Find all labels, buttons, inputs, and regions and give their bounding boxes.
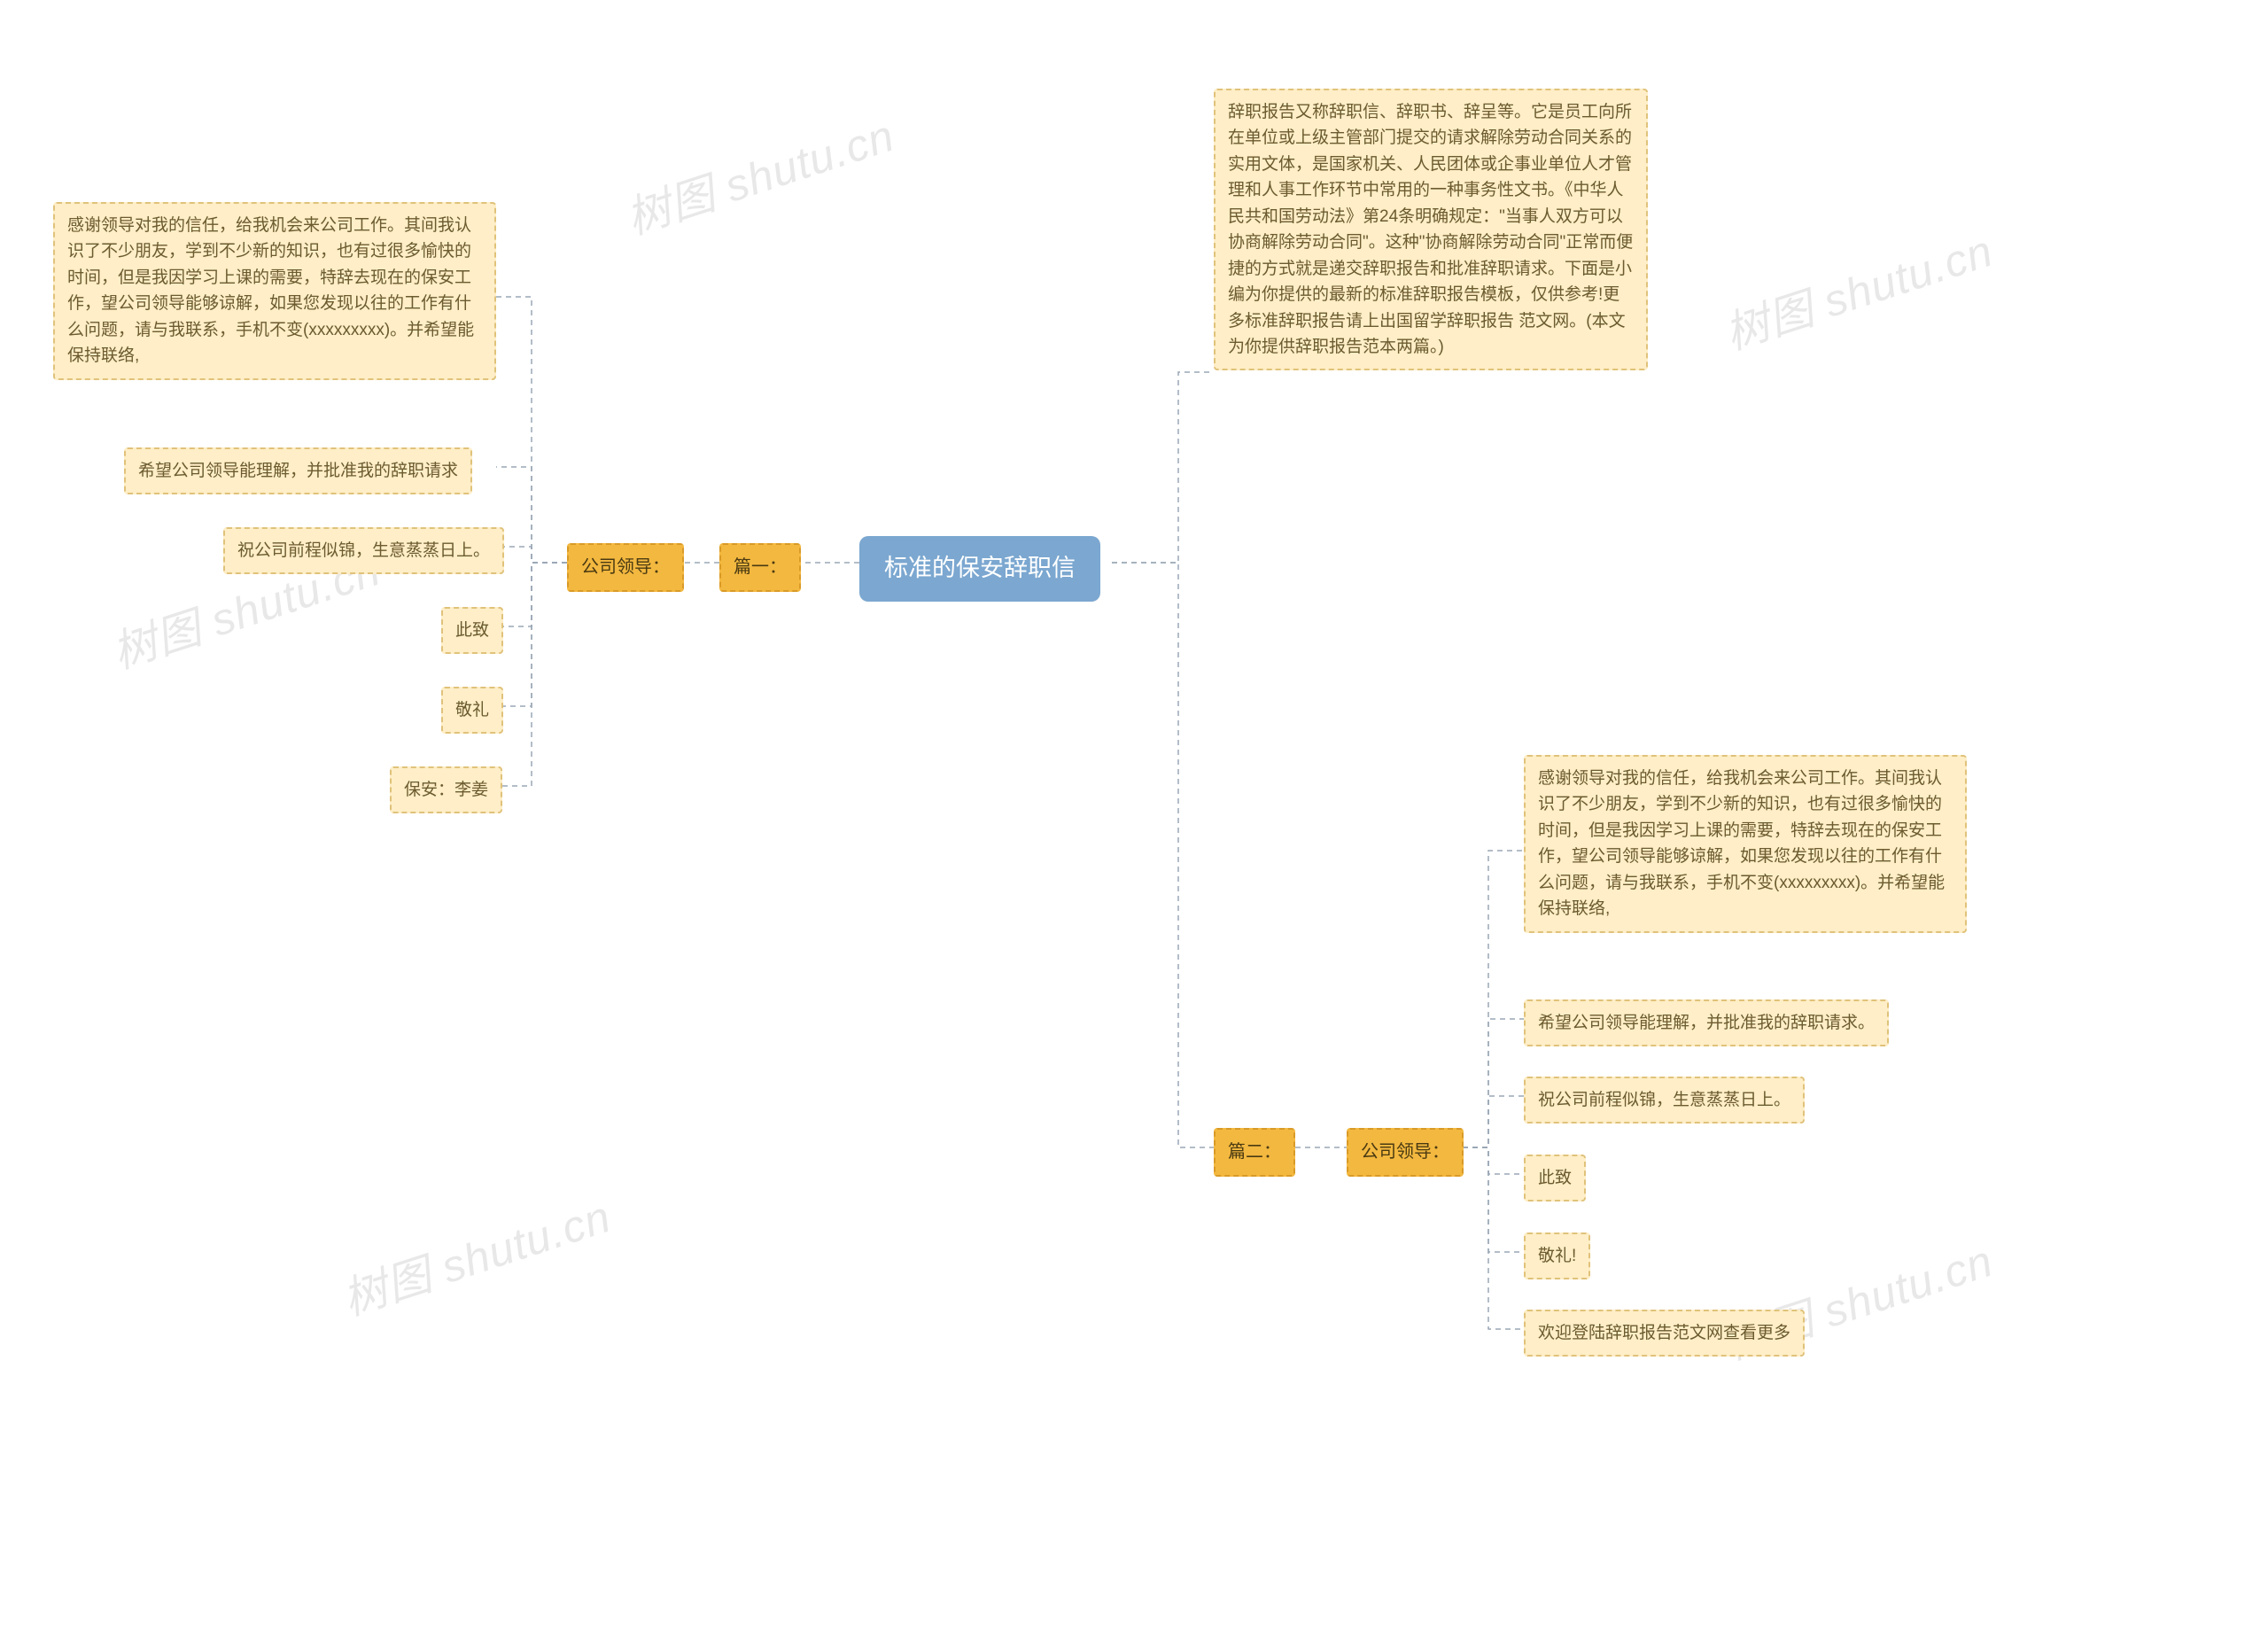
part1-leaf-3: 此致 — [441, 607, 503, 654]
part1-label[interactable]: 篇一： — [719, 543, 801, 592]
part1-leaf-5: 保安：李姜 — [390, 766, 502, 813]
intro-text: 辞职报告又称辞职信、辞职书、辞呈等。它是员工向所在单位或上级主管部门提交的请求解… — [1214, 89, 1648, 370]
part1-leaf-1: 希望公司领导能理解，并批准我的辞职请求 — [124, 447, 472, 494]
part2-leaf-3: 此致 — [1524, 1155, 1586, 1201]
watermark: 树图 shutu.cn — [617, 100, 902, 246]
part2-label[interactable]: 篇二： — [1214, 1128, 1295, 1177]
watermark: 树图 shutu.cn — [334, 1181, 618, 1327]
root-node[interactable]: 标准的保安辞职信 — [859, 536, 1100, 602]
part2-leaf-0: 感谢领导对我的信任，给我机会来公司工作。其间我认识了不少朋友，学到不少新的知识，… — [1524, 755, 1967, 933]
part1-sub-label[interactable]: 公司领导： — [567, 543, 684, 592]
mindmap-canvas: 树图 shutu.cn 树图 shutu.cn 树图 shutu.cn 树图 s… — [0, 0, 2268, 1633]
part1-leaf-2: 祝公司前程似锦，生意蒸蒸日上。 — [223, 527, 504, 574]
part2-sub-label[interactable]: 公司领导： — [1347, 1128, 1464, 1177]
part2-leaf-4: 敬礼! — [1524, 1233, 1590, 1279]
part1-leaf-4: 敬礼 — [441, 687, 503, 734]
part1-leaf-0: 感谢领导对我的信任，给我机会来公司工作。其间我认识了不少朋友，学到不少新的知识，… — [53, 202, 496, 380]
part2-leaf-2: 祝公司前程似锦，生意蒸蒸日上。 — [1524, 1077, 1805, 1124]
part2-leaf-1: 希望公司领导能理解，并批准我的辞职请求。 — [1524, 999, 1889, 1046]
watermark: 树图 shutu.cn — [1716, 215, 2000, 362]
part2-leaf-5: 欢迎登陆辞职报告范文网查看更多 — [1524, 1310, 1805, 1357]
